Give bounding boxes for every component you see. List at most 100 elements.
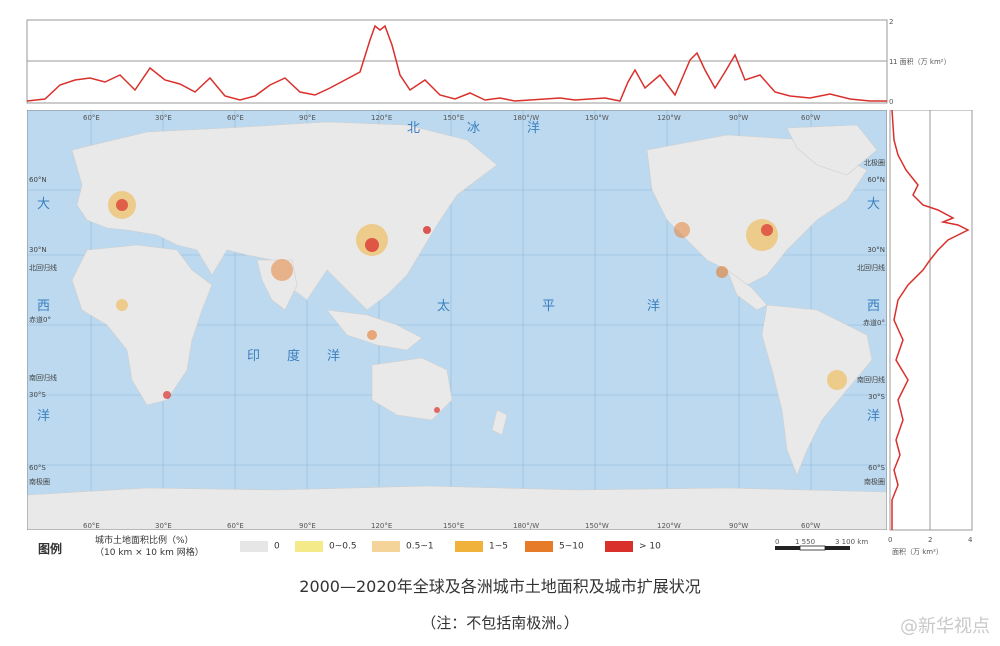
pacific-ocean-label: 洋 xyxy=(647,299,660,314)
svg-text:南回归线: 南回归线 xyxy=(29,373,57,382)
urban-cluster-indonesia xyxy=(367,330,377,340)
indian-ocean-label: 度 xyxy=(287,348,300,364)
arctic-ocean-label: 冰 xyxy=(467,121,480,136)
svg-text:南极圈: 南极圈 xyxy=(864,477,885,486)
legend-swatch xyxy=(605,541,633,552)
arctic-ocean-label: 北 xyxy=(407,121,420,136)
svg-text:150°E: 150°E xyxy=(443,114,464,122)
svg-text:180°/W: 180°/W xyxy=(513,114,539,122)
legend-subtitle: （10 km × 10 km 网格） xyxy=(95,548,204,558)
eurasia-landmass xyxy=(71,121,498,311)
legend-subtitle: 城市土地面积比例（%） xyxy=(95,536,194,546)
urban-cluster-usa-east-core xyxy=(761,224,773,236)
svg-text:90°E: 90°E xyxy=(299,114,316,122)
svg-text:30°E: 30°E xyxy=(155,522,172,530)
legend-item: 0 xyxy=(240,541,280,553)
australia-landmass xyxy=(371,357,453,421)
legend-swatch xyxy=(455,541,483,552)
figure-note: （注：不包括南极洲。） xyxy=(421,614,579,632)
top-area-profile: 0 1 2 1 面积（万 km²） xyxy=(26,18,951,106)
svg-text:3 100 km: 3 100 km xyxy=(835,538,868,546)
svg-text:南回归线: 南回归线 xyxy=(857,375,885,384)
latitude-labels-left: 60°N 30°N 北回归线 赤道0° 南回归线 30°S 60°S 南极圈 xyxy=(29,176,57,486)
south-america-landmass xyxy=(761,304,873,476)
svg-text:120°W: 120°W xyxy=(657,522,681,530)
svg-text:150°W: 150°W xyxy=(585,114,609,122)
top-tick-label: 2 xyxy=(889,18,893,26)
top-tick-label: 1 xyxy=(889,58,893,66)
svg-text:60°E: 60°E xyxy=(227,522,244,530)
svg-text:150°E: 150°E xyxy=(443,522,464,530)
legend-title: 图例 xyxy=(38,542,63,556)
legend-item: 5~10 xyxy=(525,541,584,553)
svg-text:北极圈: 北极圈 xyxy=(864,158,885,167)
urban-cluster-south-africa xyxy=(163,391,171,399)
svg-text:南极圈: 南极圈 xyxy=(29,477,50,486)
indian-ocean-label: 洋 xyxy=(327,349,340,364)
africa-landmass xyxy=(71,244,213,406)
urban-cluster-india xyxy=(271,259,293,281)
scale-bar: 0 1 550 3 100 km xyxy=(775,538,868,551)
svg-text:0: 0 xyxy=(775,538,779,546)
svg-text:60°E: 60°E xyxy=(227,114,244,122)
svg-text:90°W: 90°W xyxy=(729,522,748,530)
atlantic-ocean-label-right: 大 xyxy=(867,197,880,212)
top-tick-label: 0 xyxy=(889,98,893,106)
longitude-labels-bottom: 60°E 30°E 60°E 90°E 120°E 150°E 180°/W 1… xyxy=(83,522,820,530)
svg-text:30°N: 30°N xyxy=(867,246,885,254)
svg-text:北回归线: 北回归线 xyxy=(29,263,57,272)
latitude-labels-right: 北极圈 60°N 30°N 北回归线 赤道0° 南回归线 30°S 60°S 南… xyxy=(857,158,886,486)
landmasses xyxy=(27,121,887,530)
atlantic-ocean-label-right: 洋 xyxy=(867,409,880,424)
urban-cluster-australia xyxy=(434,407,440,413)
legend-swatch xyxy=(295,541,323,552)
watermark: @新华视点 xyxy=(900,616,990,637)
side-axis-label: 面积（万 km²） xyxy=(892,547,943,556)
arctic-ocean-label: 洋 xyxy=(527,121,540,136)
world-map: 60°E 30°E 60°E 90°E 120°E 150°E 180°/W 1… xyxy=(27,110,887,530)
svg-text:150°W: 150°W xyxy=(585,522,609,530)
svg-text:180°/W: 180°/W xyxy=(513,522,539,530)
atlantic-ocean-label-right: 西 xyxy=(867,299,880,314)
legend-item: 0~0.5 xyxy=(295,541,357,553)
svg-text:120°W: 120°W xyxy=(657,114,681,122)
svg-text:90°E: 90°E xyxy=(299,522,316,530)
svg-text:60°S: 60°S xyxy=(868,464,885,472)
legend-swatch xyxy=(525,541,553,552)
urban-cluster-china-core xyxy=(365,238,379,252)
urban-cluster-brazil xyxy=(827,370,847,390)
svg-text:60°E: 60°E xyxy=(83,114,100,122)
svg-text:赤道0°: 赤道0° xyxy=(29,315,51,324)
svg-text:1 550: 1 550 xyxy=(795,538,815,546)
atlantic-ocean-label-left: 洋 xyxy=(37,409,50,424)
svg-text:60°W: 60°W xyxy=(801,522,820,530)
urban-cluster-usa-east xyxy=(746,219,778,251)
antarctica-landmass xyxy=(27,485,887,530)
svg-text:30°N: 30°N xyxy=(29,246,47,254)
urban-cluster-africa-west xyxy=(116,299,128,311)
atlantic-ocean-label-left: 大 xyxy=(37,197,50,212)
urban-cluster-europe-core xyxy=(116,199,128,211)
central-america-landmass xyxy=(726,269,768,311)
side-area-profile: 0 2 4 面积（万 km²） xyxy=(888,110,973,556)
svg-text:30°S: 30°S xyxy=(868,393,885,401)
svg-text:30°E: 30°E xyxy=(155,114,172,122)
nz-landmass xyxy=(491,409,508,436)
indian-ocean-label: 印 xyxy=(247,349,260,364)
legend-swatch xyxy=(240,541,268,552)
side-tick-label: 0 xyxy=(888,536,892,544)
side-tick-label: 2 xyxy=(928,536,932,544)
side-tick-label: 4 xyxy=(968,536,973,544)
svg-text:60°N: 60°N xyxy=(867,176,885,184)
legend-item: > 10 xyxy=(605,541,661,553)
svg-text:120°E: 120°E xyxy=(371,522,392,530)
svg-text:60°E: 60°E xyxy=(83,522,100,530)
figure-caption: 2000—2020年全球及各洲城市土地面积及城市扩展状况 xyxy=(299,577,701,596)
longitude-labels: 60°E 30°E 60°E 90°E 120°E 150°E 180°/W 1… xyxy=(83,114,820,122)
urban-cluster-japan xyxy=(423,226,431,234)
ocean-labels: 北 冰 洋 太 平 洋 印 度 洋 大 西 洋 大 西 洋 xyxy=(37,121,880,424)
side-profile-line xyxy=(891,110,970,530)
svg-text:赤道0°: 赤道0° xyxy=(863,318,885,327)
urban-hotspots xyxy=(108,191,847,413)
svg-text:北回归线: 北回归线 xyxy=(857,263,885,272)
